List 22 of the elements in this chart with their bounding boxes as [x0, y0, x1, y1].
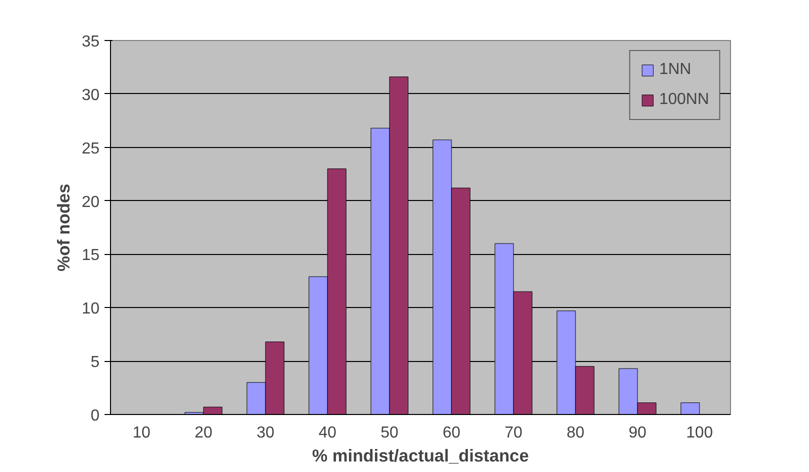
y-tick-label: 15 — [82, 247, 100, 264]
y-axis-title: %of nodes — [54, 184, 74, 272]
x-tick-label: 80 — [566, 424, 584, 442]
x-axis-title: % mindist/actual_distance — [312, 446, 530, 466]
legend-label: 1NN — [659, 61, 692, 79]
x-tick-label: 10 — [132, 424, 150, 442]
x-tick-label: 40 — [318, 424, 336, 442]
y-tick-label: 35 — [82, 34, 100, 50]
y-tick-label: 25 — [82, 140, 100, 158]
x-tick-label: 30 — [256, 424, 274, 442]
x-tick-label: 20 — [194, 424, 212, 442]
y-tick-label: 0 — [90, 408, 100, 424]
x-tick-label: 50 — [380, 424, 398, 442]
y-tick-label: 10 — [82, 300, 100, 318]
x-tick-label: 70 — [504, 424, 522, 442]
x-tick-label: 90 — [628, 424, 646, 442]
y-tick-label: 20 — [82, 194, 100, 211]
y-tick-label: 5 — [90, 354, 100, 372]
legend-label: 100NN — [659, 91, 709, 109]
x-tick-label: 60 — [442, 424, 460, 442]
y-tick-label: 30 — [82, 86, 100, 104]
x-tick-label: 100 — [686, 424, 713, 442]
